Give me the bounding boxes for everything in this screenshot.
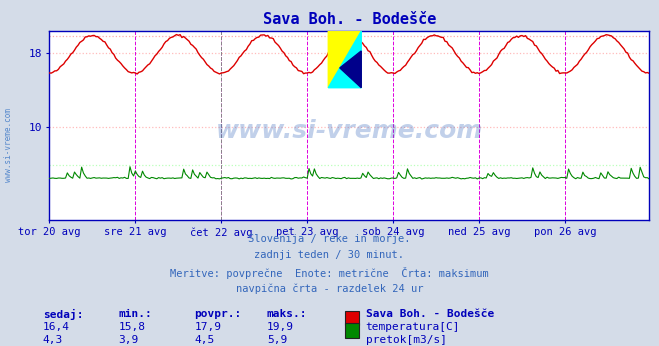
Text: pretok[m3/s]: pretok[m3/s] [366,335,447,345]
Polygon shape [328,31,361,88]
Text: www.si-vreme.com: www.si-vreme.com [215,119,483,143]
Text: 15,8: 15,8 [119,322,146,333]
Text: 4,5: 4,5 [194,335,215,345]
Text: 19,9: 19,9 [267,322,294,333]
Polygon shape [328,31,361,88]
Polygon shape [340,51,361,88]
Text: min.:: min.: [119,309,152,319]
Text: Meritve: povprečne  Enote: metrične  Črta: maksimum: Meritve: povprečne Enote: metrične Črta:… [170,267,489,279]
Text: povpr.:: povpr.: [194,309,242,319]
Text: zadnji teden / 30 minut.: zadnji teden / 30 minut. [254,250,405,260]
Text: 3,9: 3,9 [119,335,139,345]
Text: navpična črta - razdelek 24 ur: navpična črta - razdelek 24 ur [236,283,423,294]
Text: www.si-vreme.com: www.si-vreme.com [4,108,13,182]
Text: maks.:: maks.: [267,309,307,319]
Text: 4,3: 4,3 [43,335,63,345]
Text: sedaj:: sedaj: [43,309,83,320]
Title: Sava Boh. - Bodešče: Sava Boh. - Bodešče [262,12,436,27]
Text: 16,4: 16,4 [43,322,70,333]
Text: temperatura[C]: temperatura[C] [366,322,460,333]
Text: Slovenija / reke in morje.: Slovenija / reke in morje. [248,234,411,244]
Text: 5,9: 5,9 [267,335,287,345]
Text: 17,9: 17,9 [194,322,221,333]
Text: Sava Boh. - Bodešče: Sava Boh. - Bodešče [366,309,494,319]
